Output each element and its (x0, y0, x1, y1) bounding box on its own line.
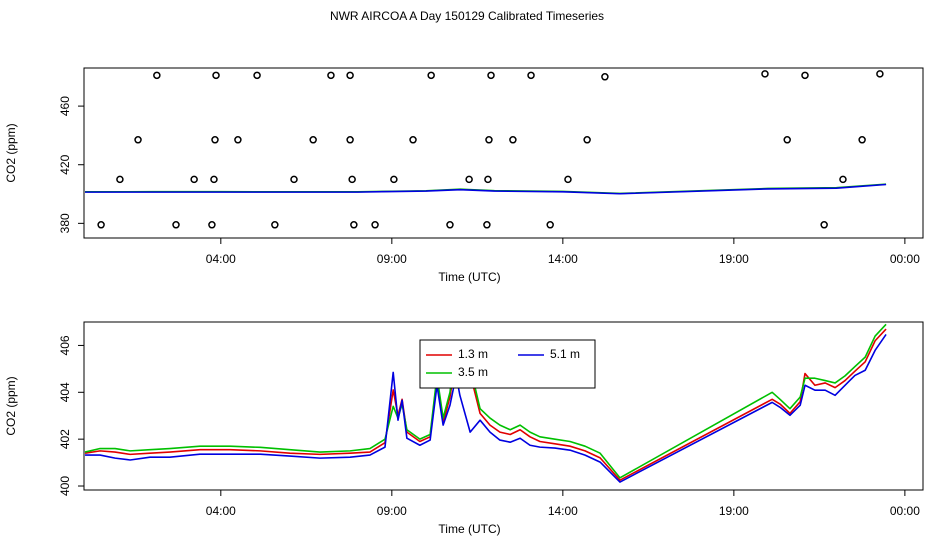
calibration-point (858, 136, 866, 144)
calibration-point (446, 221, 454, 229)
y-tick-label: 380 (58, 213, 72, 233)
calibration-point (839, 175, 847, 184)
x-axis-label: Time (UTC) (438, 522, 500, 536)
x-tick-label: 04:00 (206, 504, 236, 518)
calibration-point (346, 136, 354, 144)
x-tick-label: 19:00 (719, 504, 749, 518)
y-tick-label: 406 (58, 335, 72, 355)
chart-title: NWR AIRCOA A Day 150129 Calibrated Times… (330, 9, 604, 23)
calibration-point (801, 71, 809, 80)
calibration-point (346, 71, 354, 80)
legend-label: 3.5 m (458, 365, 488, 379)
legend-box (419, 339, 596, 389)
y-tick-label: 402 (58, 429, 72, 449)
calibration-point (309, 136, 317, 144)
x-tick-label: 00:00 (890, 504, 920, 518)
calibration-point (327, 71, 335, 80)
calibration-point (583, 136, 591, 144)
calibration-point (253, 71, 261, 80)
calibration-point (465, 175, 473, 184)
calibration-point (487, 71, 495, 80)
data-line (85, 183, 887, 195)
calibration-point (190, 175, 198, 184)
calibration-point (761, 70, 769, 78)
x-tick-label: 14:00 (548, 504, 578, 518)
calibration-point (820, 221, 828, 229)
calibration-point (483, 221, 491, 229)
legend-label: 1.3 m (458, 347, 488, 361)
y-axis-label: CO2 (ppm) (4, 376, 18, 435)
calibration-point (153, 71, 161, 80)
plot-frame (83, 67, 924, 239)
x-axis-label: Time (UTC) (438, 270, 500, 284)
calibration-point (783, 136, 791, 144)
calibration-point (546, 221, 554, 229)
calibration-point (210, 175, 218, 184)
calibration-point (485, 136, 493, 144)
y-tick-label: 420 (58, 154, 72, 174)
calibration-point (427, 71, 435, 80)
calibration-point (212, 71, 220, 80)
x-tick-label: 09:00 (377, 504, 407, 518)
x-tick-label: 19:00 (719, 252, 749, 266)
legend-label: 5.1 m (550, 347, 580, 361)
y-tick-label: 404 (58, 382, 72, 402)
calibration-point (527, 71, 535, 80)
calibration-point (350, 221, 358, 229)
calibration-point (172, 221, 180, 229)
calibration-point (97, 221, 105, 229)
calibration-point (208, 221, 216, 229)
calibration-point (211, 136, 219, 144)
calibration-point (484, 175, 492, 184)
y-tick-label: 400 (58, 476, 72, 496)
calibration-point (348, 175, 356, 184)
calibration-point (134, 136, 142, 144)
x-tick-label: 09:00 (377, 252, 407, 266)
calibration-point (271, 221, 279, 229)
x-tick-label: 04:00 (206, 252, 236, 266)
x-tick-label: 00:00 (890, 252, 920, 266)
calibration-point (390, 175, 398, 184)
calibration-point (290, 175, 298, 184)
calibration-point (601, 73, 609, 81)
calibration-point (371, 221, 379, 229)
y-axis-label: CO2 (ppm) (4, 123, 18, 182)
calibration-point (116, 175, 124, 184)
data-line (85, 333, 887, 483)
calibration-point (409, 136, 417, 144)
y-tick-label: 460 (58, 96, 72, 116)
calibration-point (564, 175, 572, 184)
plot-frame (83, 321, 924, 491)
calibration-point (876, 70, 884, 78)
x-tick-label: 14:00 (548, 252, 578, 266)
calibration-point (234, 136, 242, 144)
calibration-point (509, 136, 517, 144)
